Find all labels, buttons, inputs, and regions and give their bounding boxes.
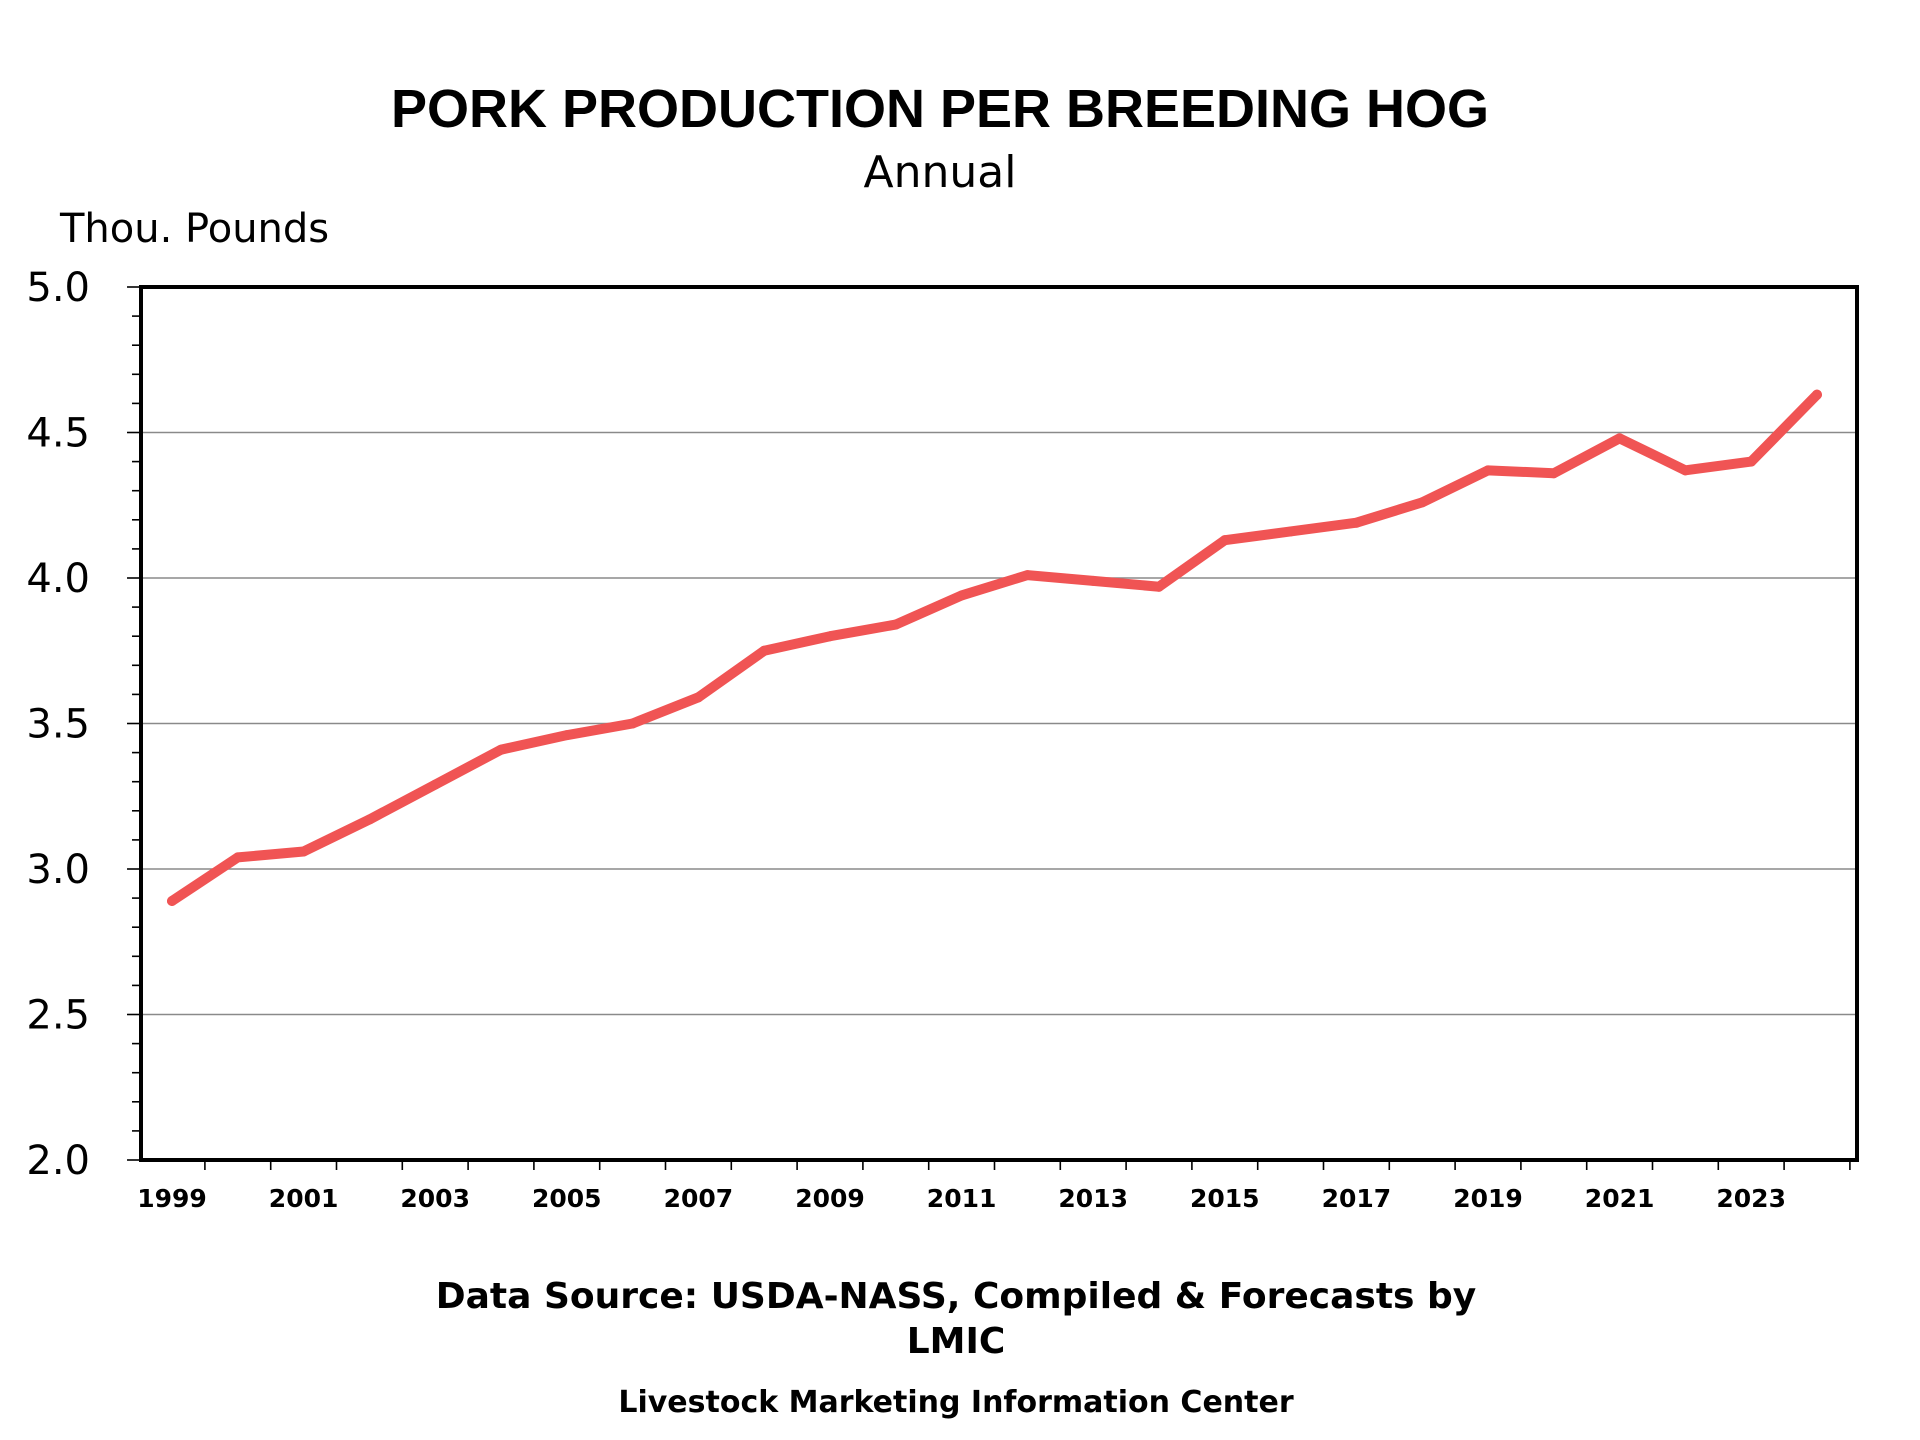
data-point [1680, 465, 1691, 476]
series-line [167, 389, 1822, 907]
y-tick-label: 4.0 [26, 556, 90, 602]
x-tick-label: 2019 [1453, 1184, 1523, 1213]
data-point [825, 631, 835, 642]
data-point [890, 619, 901, 630]
data-point [1812, 389, 1822, 400]
data-point [496, 744, 506, 755]
y-tick-label: 4.5 [26, 411, 90, 457]
data-point [1548, 468, 1559, 479]
y-tick-label: 5.0 [26, 265, 90, 311]
data-point [1351, 517, 1362, 528]
credit-line: Livestock Marketing Information Center [618, 1385, 1293, 1420]
data-point [1022, 570, 1033, 581]
x-tick-label: 2023 [1716, 1184, 1786, 1213]
y-tick-label: 2.0 [26, 1138, 90, 1184]
data-point [364, 814, 375, 825]
chart-title: PORK PRODUCTION PER BREEDING HOG [391, 79, 1489, 139]
data-point [298, 846, 309, 857]
x-tick-label: 1999 [137, 1184, 207, 1213]
data-point [1285, 526, 1296, 537]
data-point [1746, 456, 1757, 467]
data-point [1614, 433, 1625, 444]
y-tick-label: 3.0 [26, 847, 90, 893]
y-axis-label: Thou. Pounds [59, 206, 329, 252]
x-tick-label: 2001 [269, 1184, 339, 1213]
x-axis-ticks: 1999 2001 2003 2005 2007 2009 2011 2013 2015 2017… [137, 1160, 1851, 1213]
data-point [232, 852, 243, 863]
data-point [167, 896, 177, 907]
y-tick-label: 3.5 [26, 702, 90, 748]
x-tick-label: 2013 [1058, 1184, 1128, 1213]
data-point [1417, 497, 1428, 508]
data-point [627, 718, 638, 729]
data-point [693, 692, 704, 703]
gridlines [141, 431, 1857, 1016]
x-tick-label: 2011 [927, 1184, 997, 1213]
plot-frame [139, 285, 1859, 1162]
data-source-line-1: Data Source: USDA-NASS, Compiled & Forec… [436, 1276, 1476, 1317]
data-point [956, 590, 967, 601]
data-point [561, 730, 572, 741]
data-point [1088, 575, 1099, 586]
x-tick-label: 2015 [1190, 1184, 1260, 1213]
x-tick-label: 2007 [664, 1184, 734, 1213]
x-tick-label: 2017 [1322, 1184, 1392, 1213]
y-axis-ticks: 5.0 4.5 4.0 3.5 3.0 2.5 2.0 [26, 265, 141, 1184]
y-tick-label: 2.5 [26, 993, 90, 1039]
x-tick-label: 2003 [400, 1184, 470, 1213]
chart-subtitle: Annual [864, 147, 1017, 198]
data-point [1154, 581, 1164, 592]
data-point [1483, 465, 1493, 476]
data-source-line-2: LMIC [907, 1321, 1006, 1362]
x-tick-label: 2005 [532, 1184, 602, 1213]
data-point [759, 645, 770, 656]
data-point [1219, 535, 1230, 546]
series-layer [167, 389, 1822, 907]
x-tick-label: 2009 [795, 1184, 865, 1213]
x-tick-label: 2021 [1585, 1184, 1655, 1213]
data-point [430, 779, 441, 790]
